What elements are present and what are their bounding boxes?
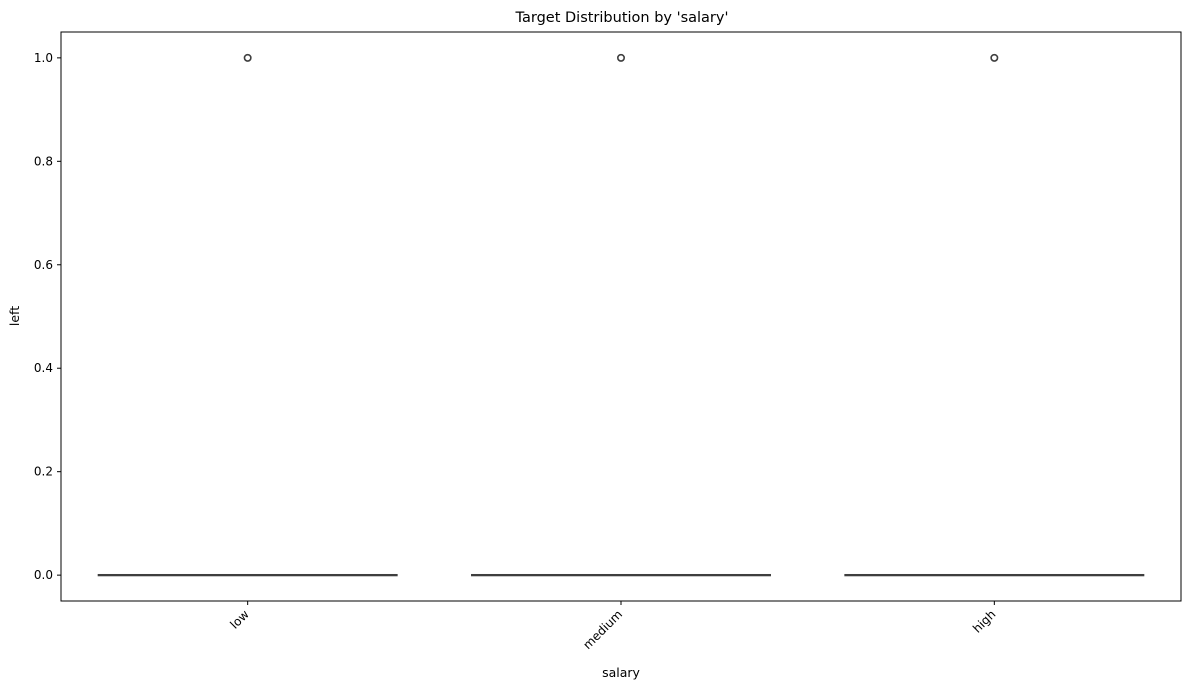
y-tick-label: 0.6 <box>34 258 53 272</box>
x-tick-label: high <box>970 607 998 635</box>
y-axis: 0.0 0.2 0.4 0.6 0.8 1.0 <box>34 51 61 582</box>
y-tick-label: 1.0 <box>34 51 53 65</box>
box-medium <box>471 53 771 577</box>
y-tick-label: 0.8 <box>34 154 53 168</box>
box-low <box>97 53 398 577</box>
outlier-point <box>990 53 999 62</box>
plot-frame <box>60 31 1182 602</box>
x-tick-label: medium <box>580 607 625 652</box>
x-axis-label: salary <box>602 665 640 680</box>
x-tick-label: low <box>227 607 252 632</box>
plot-area <box>60 31 1182 602</box>
y-tick-label: 0.0 <box>34 568 53 582</box>
outlier-point <box>616 53 625 62</box>
box-high <box>844 53 1145 577</box>
x-axis: low medium high <box>227 601 998 652</box>
y-tick-label: 0.4 <box>34 361 53 375</box>
y-tick-label: 0.2 <box>34 465 53 479</box>
chart-title: Target Distribution by 'salary' <box>515 10 729 26</box>
y-axis-label: left <box>7 306 22 326</box>
outlier-point <box>243 53 252 62</box>
